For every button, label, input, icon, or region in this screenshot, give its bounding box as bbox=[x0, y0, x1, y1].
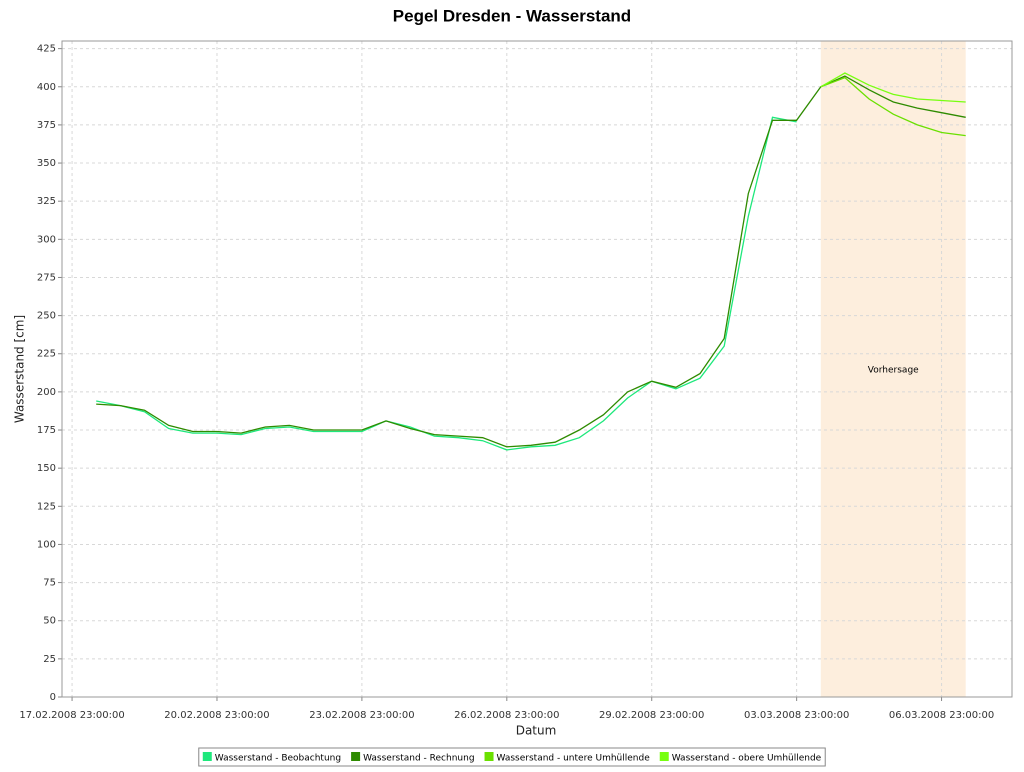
y-tick-label: 125 bbox=[37, 501, 56, 512]
y-tick-label: 250 bbox=[37, 311, 56, 322]
y-axis-title: Wasserstand [cm] bbox=[13, 315, 27, 423]
plot-border bbox=[61, 40, 1013, 698]
legend-label: Wasserstand - Beobachtung bbox=[215, 754, 341, 764]
x-tick-label: 23.02.2008 23:00:00 bbox=[309, 710, 414, 721]
legend: Wasserstand - Beobachtung Wasserstand - R… bbox=[198, 747, 826, 767]
y-tick-label: 375 bbox=[37, 120, 56, 131]
legend-swatch bbox=[202, 752, 212, 761]
legend-swatch bbox=[484, 752, 494, 761]
y-tick-label: 0 bbox=[50, 692, 56, 703]
y-tick-label: 100 bbox=[37, 539, 56, 550]
y-tick-label: 325 bbox=[37, 196, 56, 207]
legend-swatch bbox=[659, 752, 669, 761]
legend-label: Wasserstand - Rechnung bbox=[363, 754, 474, 764]
forecast-label: Vorhersage bbox=[868, 366, 919, 376]
series-line bbox=[820, 76, 966, 137]
y-tick-label: 75 bbox=[43, 578, 56, 589]
y-tick-label: 25 bbox=[43, 654, 56, 665]
y-tick-label: 150 bbox=[37, 463, 56, 474]
series-line bbox=[820, 72, 966, 103]
legend-label: Wasserstand - obere Umhüllende bbox=[672, 754, 822, 764]
x-tick-label: 06.03.2008 23:00:00 bbox=[889, 710, 994, 721]
x-tick-label: 20.02.2008 23:00:00 bbox=[164, 710, 269, 721]
x-tick-label: 03.03.2008 23:00:00 bbox=[744, 710, 849, 721]
y-tick-label: 175 bbox=[37, 425, 56, 436]
legend-label: Wasserstand - untere Umhüllende bbox=[497, 754, 651, 764]
y-tick-label: 350 bbox=[37, 158, 56, 169]
legend-swatch bbox=[351, 752, 361, 761]
y-tick-label: 50 bbox=[43, 616, 56, 627]
series-line bbox=[96, 116, 797, 451]
x-tick-label: 29.02.2008 23:00:00 bbox=[599, 710, 704, 721]
y-tick-label: 400 bbox=[37, 82, 56, 93]
x-axis-title: Datum bbox=[516, 724, 557, 738]
y-tick-label: 200 bbox=[37, 387, 56, 398]
y-tick-label: 425 bbox=[37, 44, 56, 55]
y-tick-label: 300 bbox=[37, 234, 56, 245]
chart-title: Pegel Dresden - Wasserstand bbox=[393, 6, 631, 25]
y-tick-label: 275 bbox=[37, 272, 56, 283]
x-tick-label: 17.02.2008 23:00:00 bbox=[19, 710, 124, 721]
x-tick-label: 26.02.2008 23:00:00 bbox=[454, 710, 559, 721]
y-tick-label: 225 bbox=[37, 349, 56, 360]
